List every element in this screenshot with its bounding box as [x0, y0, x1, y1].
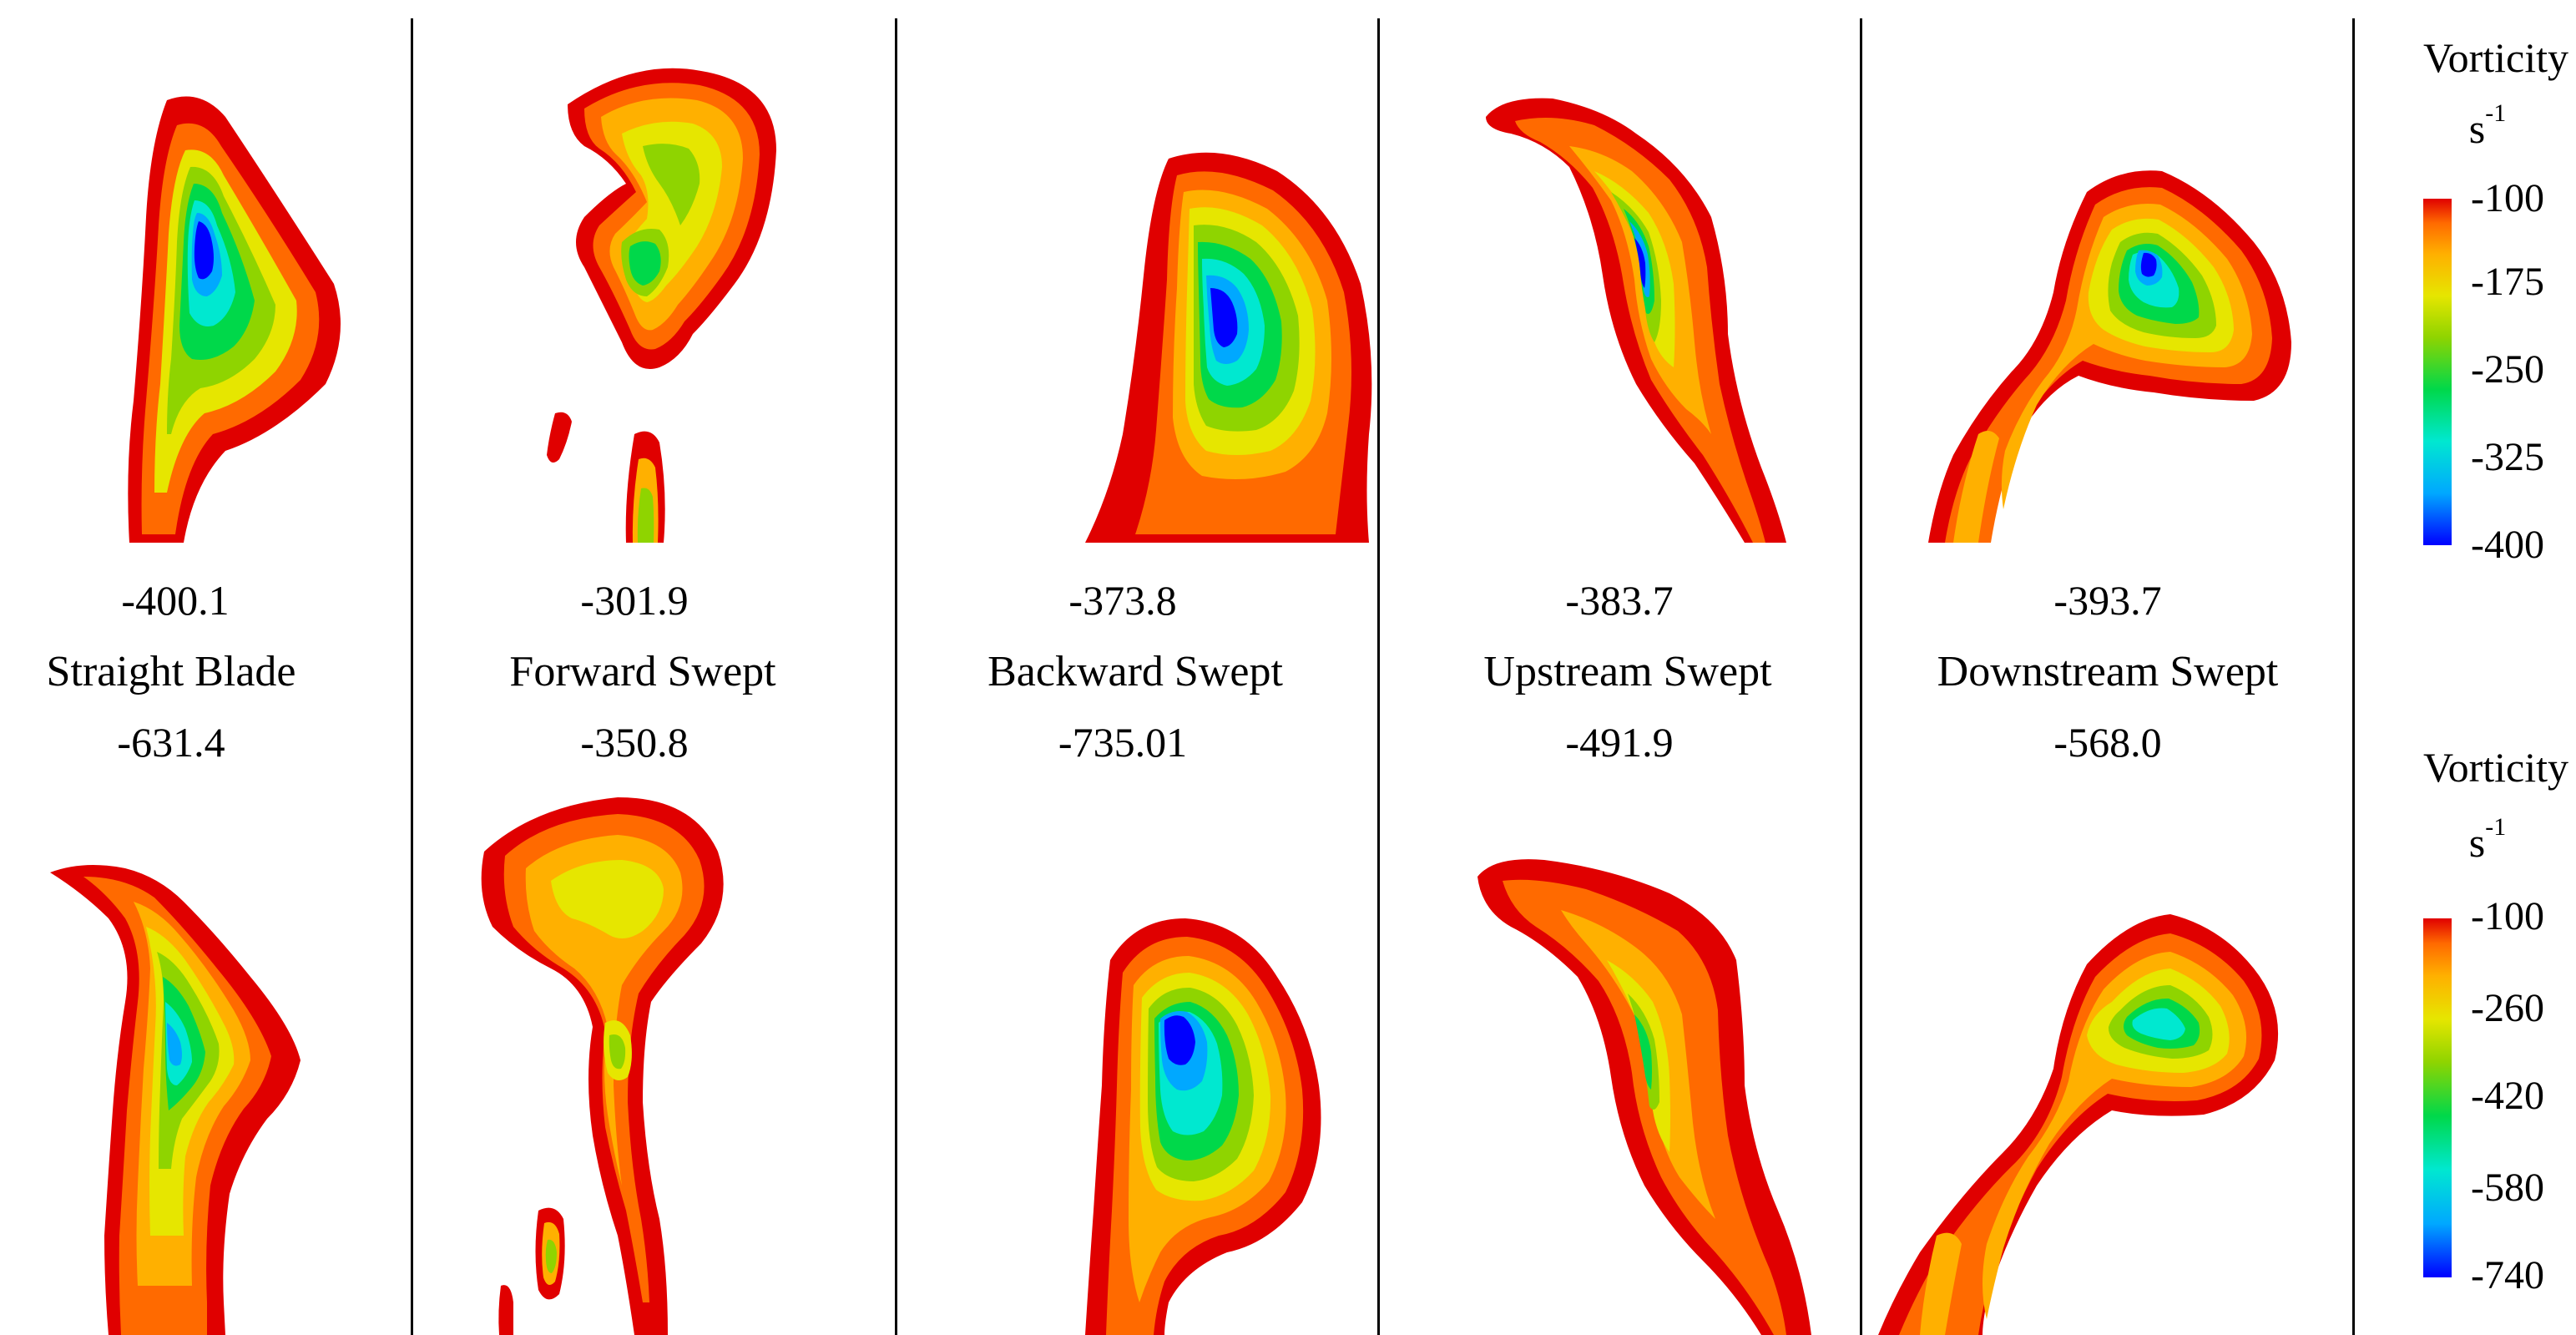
contour-upstream-bottom	[1477, 859, 1811, 1335]
colorbar-top	[2423, 199, 2452, 545]
legend-tick: -580	[2471, 1166, 2544, 1210]
column-divider	[411, 18, 413, 1335]
panel-label: Downstream Swept	[1937, 648, 2279, 695]
contour-downstream-bottom	[1878, 914, 2279, 1335]
legend-tick: -100	[2471, 894, 2544, 938]
bottom-value: -350.8	[580, 719, 689, 766]
legend-unit: s-1	[2468, 99, 2507, 152]
legend-tick: -420	[2471, 1074, 2544, 1118]
column-divider	[2352, 18, 2355, 1335]
contour-backward-top	[1085, 152, 1372, 543]
contour-straight-top	[128, 96, 341, 543]
legend-tick: -260	[2471, 986, 2544, 1030]
column-divider	[1860, 18, 1862, 1335]
legend-tick: -250	[2471, 347, 2544, 392]
contour-straight-bottom	[50, 865, 301, 1335]
bottom-value: -491.9	[1565, 719, 1674, 766]
top-value: -393.7	[2053, 577, 2162, 624]
legend-title: Vorticity	[2422, 744, 2569, 791]
contour-upstream-top	[1486, 98, 1786, 543]
panel-label: Backward Swept	[987, 648, 1283, 695]
contour-downstream-top	[1928, 170, 2291, 543]
panel-label: Forward Swept	[509, 648, 776, 695]
legend-tick: -400	[2471, 523, 2544, 567]
legend-tick: -325	[2471, 435, 2544, 479]
bottom-value: -568.0	[2053, 719, 2162, 766]
bottom-value: -735.01	[1058, 719, 1188, 766]
bottom-value: -631.4	[117, 719, 225, 766]
top-value: -373.8	[1068, 577, 1177, 624]
top-value: -383.7	[1565, 577, 1674, 624]
legend-tick: -740	[2471, 1253, 2544, 1297]
panel-label: Straight Blade	[46, 648, 296, 695]
legend-tick: -175	[2471, 260, 2544, 304]
column-divider	[895, 18, 897, 1335]
contour-forward-top	[547, 68, 776, 543]
panel-label: Upstream Swept	[1483, 648, 1772, 695]
column-divider	[1377, 18, 1380, 1335]
legend-tick: -100	[2471, 176, 2544, 220]
colorbar-bottom	[2423, 918, 2452, 1277]
contour-backward-bottom	[1085, 918, 1321, 1335]
legend-title: Vorticity	[2422, 34, 2569, 81]
top-value: -400.1	[121, 577, 230, 624]
top-value: -301.9	[580, 577, 689, 624]
legend-unit: s-1	[2468, 813, 2507, 866]
contour-forward-bottom	[481, 797, 724, 1335]
